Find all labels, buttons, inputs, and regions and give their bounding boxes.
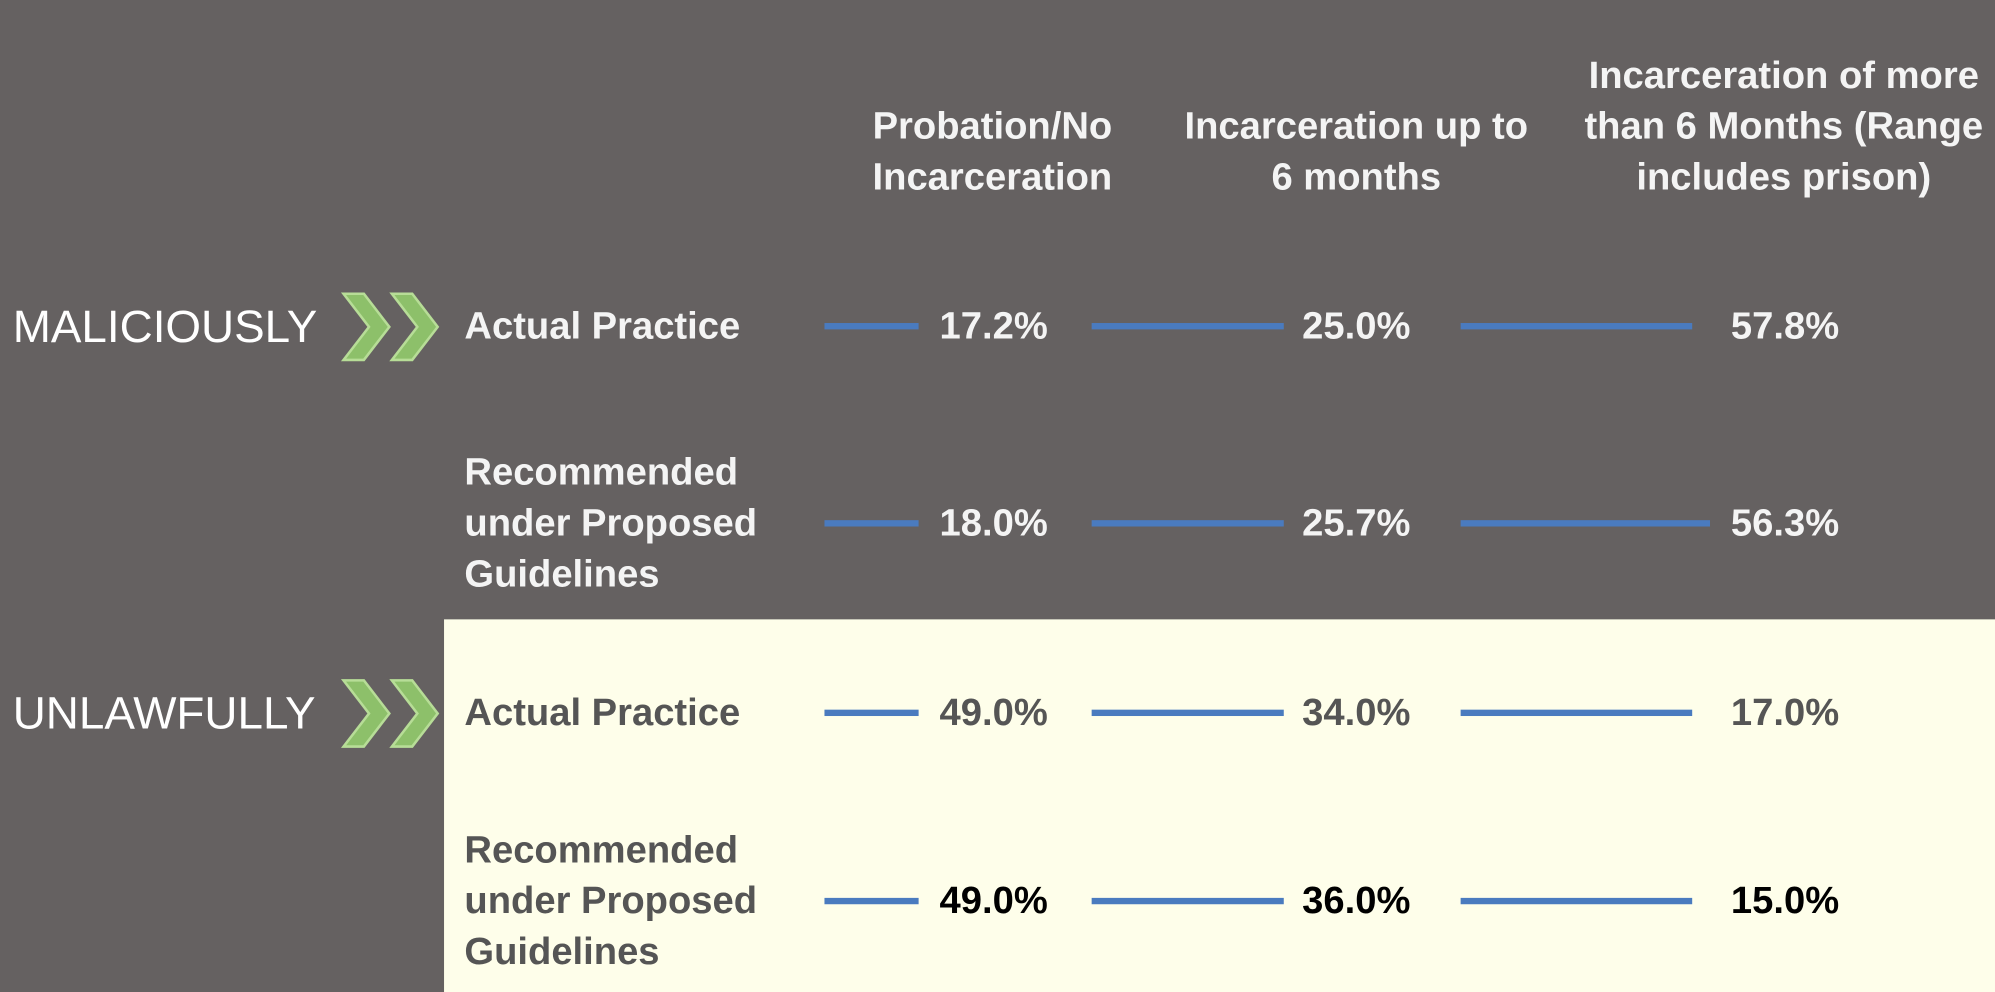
column-header: Incarceration of more than 6 Months (Ran… [1584,54,1984,199]
value-cell: 15.0% [1730,880,1840,923]
connector-line [824,709,919,717]
value-cell: 25.7% [1302,502,1411,545]
column-header: Probation/No Incarceration [872,105,1113,199]
column-header: Incarceration up to 6 months [1184,105,1529,199]
value-cell: 56.3% [1730,502,1840,545]
row-label: Recommended under Proposed Guidelines [464,829,758,973]
connector-line [1091,520,1284,527]
value-cell: 34.0% [1302,691,1411,734]
light-panel [444,619,1995,992]
connector-line [1091,897,1284,905]
connector-line [1460,323,1693,330]
row-label: Recommended under Proposed Guidelines [464,451,758,596]
value-cell: 36.0% [1302,880,1411,923]
connector-line [1460,709,1693,717]
row-label: Actual Practice [464,691,741,734]
chevron-icon [340,679,440,748]
chevron-icon [340,292,440,362]
group-label: MALICIOUSLY [12,300,318,353]
connector-line [824,323,919,330]
value-cell: 17.2% [939,305,1048,348]
value-cell: 25.0% [1302,305,1411,348]
value-cell: 18.0% [939,502,1048,545]
value-cell: 17.0% [1730,691,1840,734]
connector-line [1091,323,1284,330]
group-label: UNLAWFULLY [12,686,316,739]
value-cell: 49.0% [939,880,1048,923]
value-cell: 57.8% [1730,305,1840,348]
value-cell: 49.0% [939,691,1048,734]
connector-line [1460,520,1710,527]
connector-line [824,897,919,905]
connector-line [824,520,919,527]
connector-line [1091,709,1284,717]
row-label: Actual Practice [464,305,741,348]
connector-line [1460,897,1693,905]
